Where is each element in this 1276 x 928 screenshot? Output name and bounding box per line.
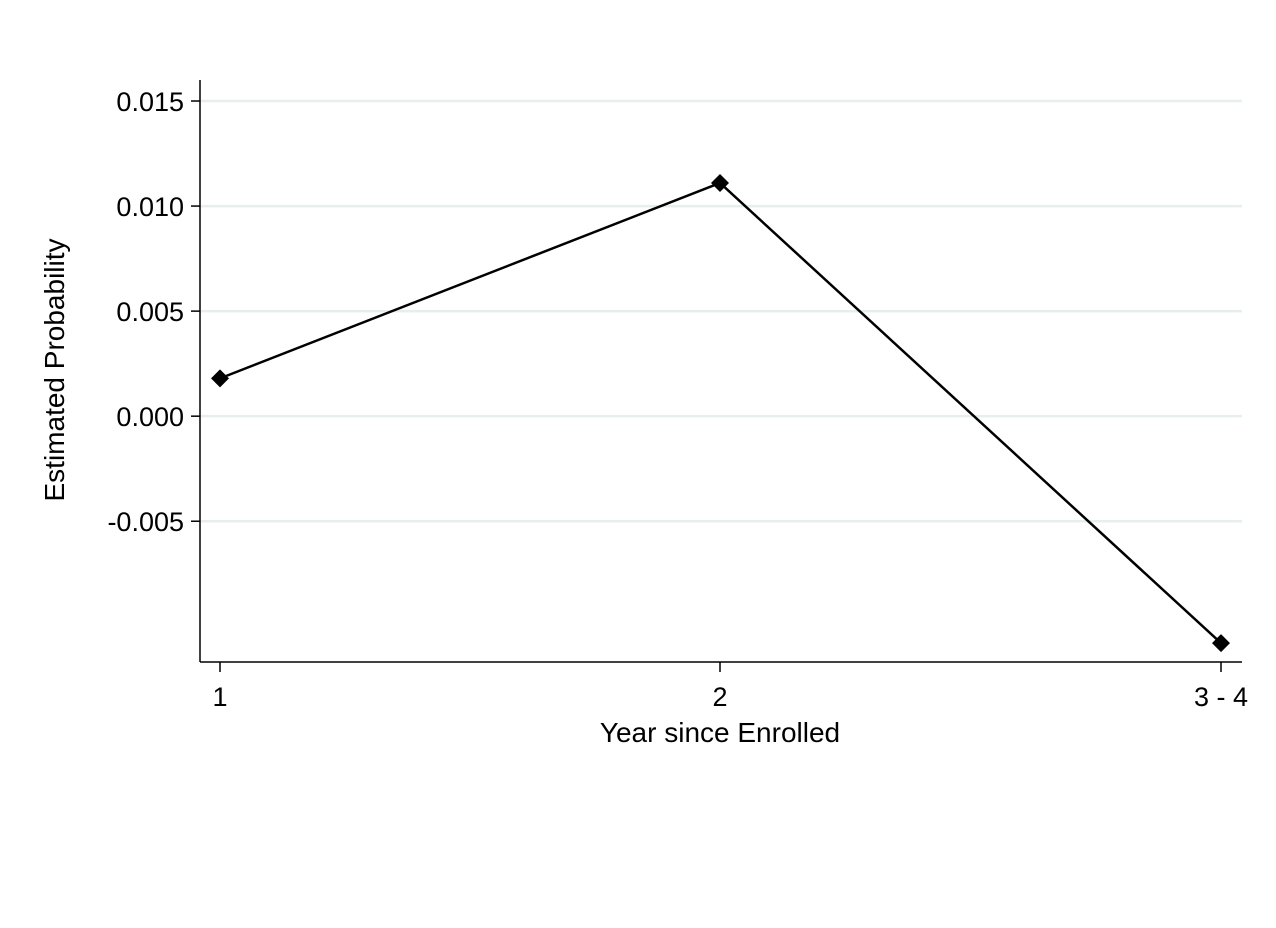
- series-line-0: [219, 181, 1222, 645]
- y-tick-label-3: 0.000: [116, 402, 184, 432]
- x-tick-label-0: 1: [212, 682, 227, 712]
- y-axis-ticks: 0.015 0.010 0.005 0.000 -0.005: [107, 87, 200, 537]
- y-tick-label-0: 0.015: [116, 87, 184, 117]
- x-tick-label-2: 3 - 4: [1194, 682, 1248, 712]
- data-point-2: [1212, 634, 1230, 653]
- y-tick-label-4: -0.005: [107, 507, 184, 537]
- data-point-1: [711, 173, 729, 192]
- data-point-0: [211, 369, 229, 388]
- x-axis-ticks: 1 2 3 - 4: [212, 662, 1248, 712]
- y-tick-label-1: 0.010: [116, 192, 184, 222]
- data-series: [211, 173, 1230, 653]
- axes: [199, 80, 1242, 663]
- x-tick-label-1: 2: [712, 682, 727, 712]
- y-axis-label: Estimated Probability: [39, 238, 70, 501]
- y-tick-label-2: 0.005: [116, 297, 184, 327]
- gridlines: [200, 99, 1242, 523]
- x-axis-label: Year since Enrolled: [600, 717, 840, 748]
